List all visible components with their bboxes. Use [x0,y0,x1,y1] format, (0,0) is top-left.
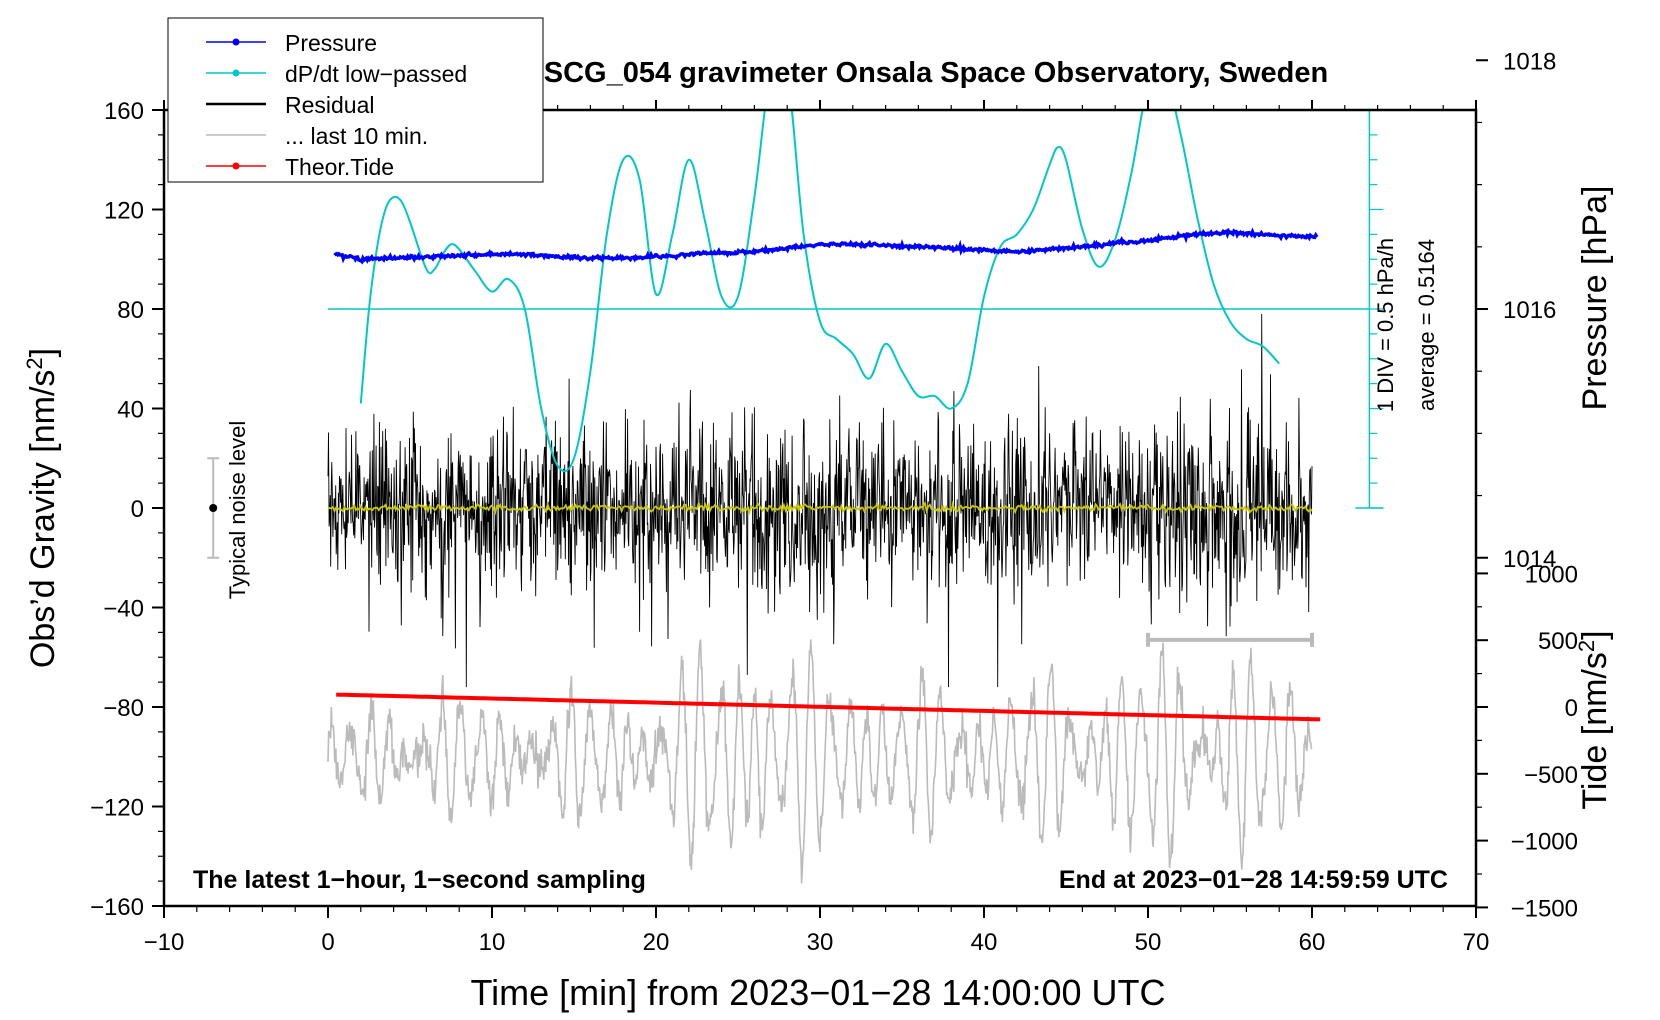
legend-marker [232,38,240,46]
x-tick-label: 40 [971,929,998,956]
pressure-line [333,227,1319,265]
y-axis-label-sup: 2 [22,357,47,369]
note-sampling: The latest 1−hour, 1−second sampling [193,866,646,894]
dpdt-series [328,110,1370,473]
x-tick-label: 30 [807,929,834,956]
dpdt-average-label: average = 0.5164 [1414,239,1439,411]
residual-line [327,313,1313,688]
tide-tick-label: −1000 [1511,829,1578,856]
tide-axis: 1000 500 0 −500 −1000 −1500 [1476,561,1578,922]
y-axis-label-main: Obs’d Gravity [nm/s [24,370,62,669]
legend-label: Pressure [285,30,377,56]
legend-label: Residual [285,92,375,118]
noise-level-indicator [207,457,220,559]
y-tick-label: 160 [104,98,144,125]
legend-label: dP/dt low−passed [285,61,467,87]
residual-trend-line [327,500,1313,516]
tide-tick-label: 1000 [1525,561,1578,588]
tide-series [336,692,1321,722]
noise-level-label: Typical noise level [225,421,250,600]
y-tick-label: −80 [103,695,144,722]
pressure-tick-label: 1018 [1503,48,1556,75]
tide-axis-label-sup: 2 [1574,640,1599,652]
x-tick-label: 70 [1463,929,1490,956]
y-tick-label: 80 [117,297,144,324]
noise-bar-dot [209,504,218,512]
x-axis-label: Time [min] from 2023−01−28 14:00:00 UTC [470,972,1165,1013]
legend: Pressure dP/dt low−passed Residual ... last… [167,17,544,183]
legend-marker [232,162,240,170]
last10-series [327,639,1313,884]
tide-tick-label: −1500 [1511,895,1578,922]
tide-tick-label: 500 [1538,628,1578,655]
x-tick-label: 20 [643,929,670,956]
legend-label: ... last 10 min. [285,123,428,149]
pressure-series [333,227,1319,265]
legend-label: Theor.Tide [285,154,394,180]
y-axis: 160 120 80 40 0 −40 −80 −120 −160 [90,98,164,921]
y-tick-label: 0 [131,496,144,523]
chart-title: SCG_054 gravimeter Onsala Space Observat… [544,57,1328,89]
y-tick-label: −40 [103,596,144,623]
x-tick-label: 10 [479,929,506,956]
x-tick-label: 50 [1135,929,1162,956]
last10-line [327,639,1313,884]
last10-range-bar [1146,632,1314,647]
y-tick-label: 40 [117,397,144,424]
y-tick-label: −160 [90,894,144,921]
tide-axis-label: Tide [nm/s2] [1574,630,1614,809]
dpdt-scale-axis [1355,109,1384,509]
legend-marker [232,69,240,77]
dpdt-line [359,110,1280,473]
pressure-tick-label: 1016 [1503,297,1556,324]
y-tick-label: −120 [90,795,144,822]
x-tick-label: 60 [1299,929,1326,956]
tide-axis-label-end: ] [1576,630,1614,639]
note-end-time: End at 2023−01−28 14:59:59 UTC [1059,866,1448,894]
pressure-tick-label: 1014 [1503,546,1556,573]
residual-series [327,313,1313,688]
y-axis-label: Obs’d Gravity [nm/s2] [22,348,62,668]
legend-box [167,17,544,183]
pressure-axis-label: Pressure [hPa] [1576,186,1614,411]
y-axis-label-end: ] [24,348,62,357]
y-tick-label: 120 [104,198,144,225]
x-axis: −10 0 10 20 30 40 50 60 70 [144,100,1490,956]
tide-axis-label-main: Tide [nm/s [1576,652,1614,809]
tide-tick-label: −500 [1524,762,1578,789]
dpdt-scale-label: 1 DIV = 0.5 hPa/h [1373,238,1398,412]
pressure-axis: 1018 1016 1014 [1476,48,1556,573]
x-tick-label: −10 [144,929,185,956]
tide-tick-label: 0 [1565,695,1578,722]
x-tick-label: 0 [321,929,334,956]
residual-trend-series [327,500,1313,516]
tide-line [336,692,1321,722]
